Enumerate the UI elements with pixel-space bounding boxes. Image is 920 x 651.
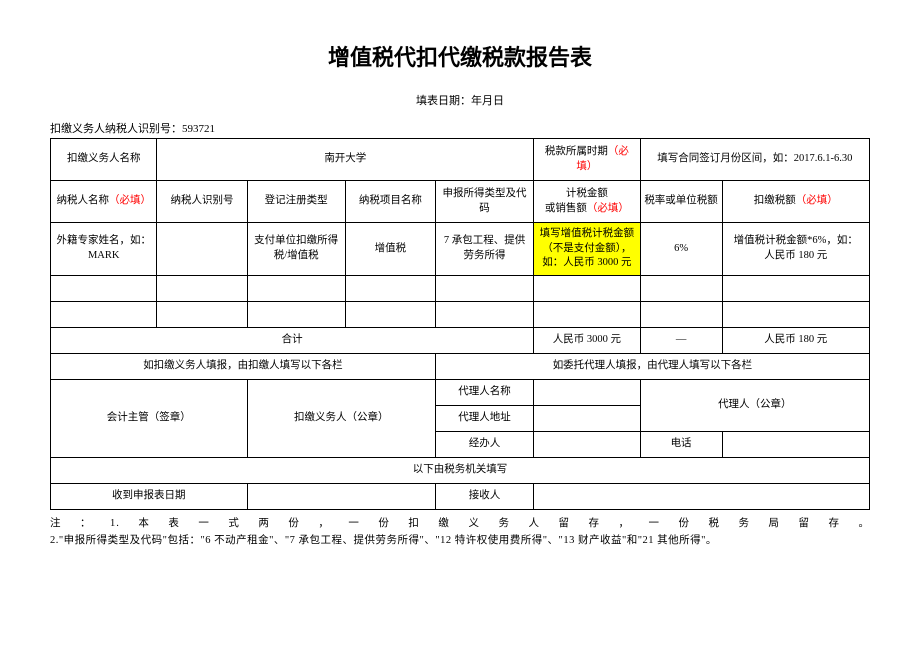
total-label: 合计 <box>51 328 534 354</box>
col-tax-amount: 计税金额或销售额（必填） <box>534 181 640 223</box>
proxy-name-label: 代理人名称 <box>435 380 533 406</box>
col-reg-type: 登记注册类型 <box>247 181 345 223</box>
col-income-type: 申报所得类型及代码 <box>435 181 533 223</box>
col-rate: 税率或单位税额 <box>640 181 722 223</box>
receiver-label: 接收人 <box>435 484 533 510</box>
withholding-agent-value: 南开大学 <box>157 139 534 181</box>
row-tax-item: 增值税 <box>345 223 435 276</box>
row-id <box>157 223 247 276</box>
total-withheld: 人民币 180 元 <box>722 328 869 354</box>
receive-date-label: 收到申报表日期 <box>51 484 248 510</box>
tax-office-header: 以下由税务机关填写 <box>51 458 870 484</box>
period-note: 填写合同签订月份区间，如：2017.6.1-6.30 <box>640 139 869 181</box>
proxy-fill-note: 如委托代理人填报，由代理人填写以下各栏 <box>435 354 869 380</box>
page-title: 增值税代扣代缴税款报告表 <box>50 40 870 72</box>
row-withheld: 增值税计税金额*6%，如：人民币 180 元 <box>722 223 869 276</box>
phone-label: 电话 <box>640 432 722 458</box>
proxy-addr-label: 代理人地址 <box>435 406 533 432</box>
agent-seal-label: 扣缴义务人（公章） <box>247 380 435 458</box>
agent-fill-note: 如扣缴义务人填报，由扣缴人填写以下各栏 <box>51 354 436 380</box>
report-table: 扣缴义务人名称 南开大学 税款所属时期（必填） 填写合同签订月份区间，如：201… <box>50 138 870 510</box>
col-taxpayer-id: 纳税人识别号 <box>157 181 247 223</box>
handler-label: 经办人 <box>435 432 533 458</box>
tax-period-label: 税款所属时期（必填） <box>534 139 640 181</box>
total-amount: 人民币 3000 元 <box>534 328 640 354</box>
row-reg-type: 支付单位扣缴所得税/增值税 <box>247 223 345 276</box>
row-name: 外籍专家姓名，如：MARK <box>51 223 157 276</box>
withholding-agent-label: 扣缴义务人名称 <box>51 139 157 181</box>
row-rate: 6% <box>640 223 722 276</box>
col-withheld: 扣缴税额（必填） <box>722 181 869 223</box>
notes-line1: 注：1.本表一式两份，一份扣缴义务人留存，一份税务局留存。 <box>50 516 870 533</box>
total-rate: — <box>640 328 722 354</box>
fill-date: 填表日期：年月日 <box>50 92 870 108</box>
col-tax-item: 纳税项目名称 <box>345 181 435 223</box>
col-taxpayer-name: 纳税人名称（必填） <box>51 181 157 223</box>
notes-line2: 2."申报所得类型及代码"包括："6 不动产租金"、"7 承包工程、提供劳务所得… <box>50 533 870 550</box>
proxy-seal-label: 代理人（公章） <box>640 380 869 432</box>
taxpayer-id-label: 扣缴义务人纳税人识别号：593721 <box>50 120 870 136</box>
row-income-type: 7 承包工程、提供劳务所得 <box>435 223 533 276</box>
accountant-label: 会计主管（签章） <box>51 380 248 458</box>
row-amount: 填写增值税计税金额（不是支付金额），如：人民币 3000 元 <box>534 223 640 276</box>
